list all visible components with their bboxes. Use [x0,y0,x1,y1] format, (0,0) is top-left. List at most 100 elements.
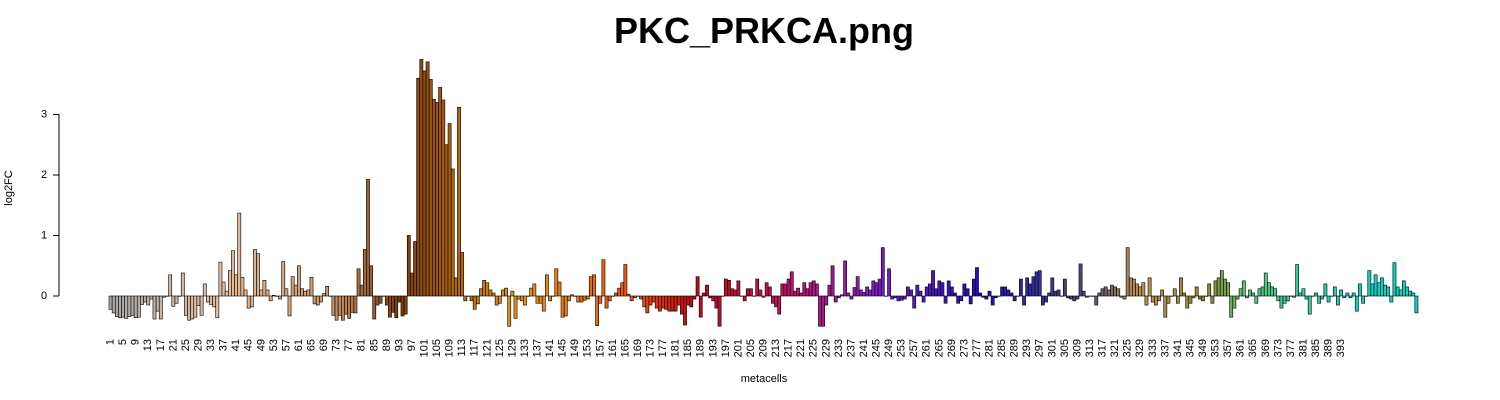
bar-187 [692,295,697,300]
x-tick-label: 237 [845,339,857,357]
bar-250 [890,295,895,300]
bar-363 [1245,295,1249,299]
bar-146 [563,295,568,317]
bar-307 [1069,295,1074,300]
bar-302 [1053,290,1058,297]
x-tick-label: 89 [381,339,393,351]
bar-272 [959,295,964,302]
x-tick-label: 17 [155,339,167,351]
bar-94 [400,295,405,317]
x-axis-title: metacells [741,373,788,385]
bar-34 [212,295,217,308]
bar-76 [344,295,348,315]
bar-82 [362,249,367,297]
bar-106 [438,86,443,297]
x-tick-label: 177 [657,339,669,357]
bar-346 [1191,295,1196,299]
bar-332 [1147,277,1152,297]
bar-209 [761,295,766,298]
bar-306 [1066,295,1070,299]
bar-7 [127,295,132,317]
bar-14 [149,295,154,300]
x-tick-label: 49 [255,339,267,351]
bar-183 [680,295,684,315]
bar-294 [1028,283,1033,297]
chart-title: PKC_PRKCA.png [614,10,914,51]
bar-65 [309,276,314,297]
bar-103 [428,79,433,297]
x-tick-label: 241 [858,339,870,357]
x-tick-label: 313 [1084,339,1096,357]
bar-338 [1166,295,1171,304]
bar-374 [1279,295,1284,309]
bar-186 [689,295,694,308]
y-axis-title: log2FC [3,170,15,206]
bar-194 [714,295,719,309]
x-tick-label: 193 [707,339,719,357]
bar-285 [1000,286,1004,297]
bar-152 [582,295,587,301]
x-tick-label: 221 [795,339,807,357]
bar-225 [811,280,816,297]
bar-44 [243,289,248,297]
bar-33 [209,295,213,305]
x-tick-label: 365 [1247,339,1259,357]
x-tick-label: 73 [331,339,343,351]
bar-114 [463,295,468,302]
bar-369 [1263,272,1268,297]
bar-95 [403,295,408,315]
bar-135 [529,287,534,297]
y-tick-label: 3 [41,109,47,121]
bar-383 [1307,295,1312,315]
bar-158 [601,259,606,297]
bar-199 [730,288,734,297]
bar-218 [789,271,794,297]
bar-379 [1295,264,1300,297]
bar-190 [701,292,706,297]
x-tick-label: 325 [1122,339,1134,357]
bar-66 [312,295,317,305]
bar-237 [849,295,854,300]
bar-334 [1154,295,1158,306]
x-tick-label: 109 [444,339,456,357]
bar-98 [413,241,417,297]
x-tick-label: 113 [456,339,468,357]
bar-222 [802,282,807,297]
bar-123 [491,292,496,297]
bar-315 [1094,295,1099,306]
bar-343 [1182,292,1187,297]
bar-261 [924,286,929,297]
x-tick-label: 385 [1310,339,1322,357]
x-tick-label: 85 [368,339,380,351]
bar-358 [1229,295,1234,318]
bar-318 [1103,286,1108,297]
x-tick-label: 105 [431,339,443,357]
x-tick-label: 337 [1159,339,1171,357]
bar-181 [673,295,678,312]
bar-35 [215,295,220,319]
x-tick-label: 101 [418,339,430,357]
bar-371 [1270,286,1274,297]
bar-21 [171,295,176,307]
bar-207 [755,278,760,297]
bar-30 [199,295,204,316]
bar-231 [830,265,835,297]
bar-317 [1100,288,1105,297]
x-tick-label: 41 [230,339,242,351]
bar-276 [971,278,976,297]
bar-378 [1292,295,1296,298]
bar-16 [155,295,160,312]
bar-139 [541,295,546,312]
bar-241 [862,292,866,297]
bar-32 [206,295,210,303]
x-tick-label: 161 [607,339,619,357]
bar-267 [943,295,948,304]
bar-319 [1106,289,1111,297]
bar-48 [256,253,260,297]
bar-396 [1348,295,1353,299]
bar-131 [516,295,521,300]
bar-80 [356,268,361,297]
x-tick-label: 197 [720,339,732,357]
bar-29 [196,295,201,306]
x-tick-label: 349 [1197,339,1209,357]
